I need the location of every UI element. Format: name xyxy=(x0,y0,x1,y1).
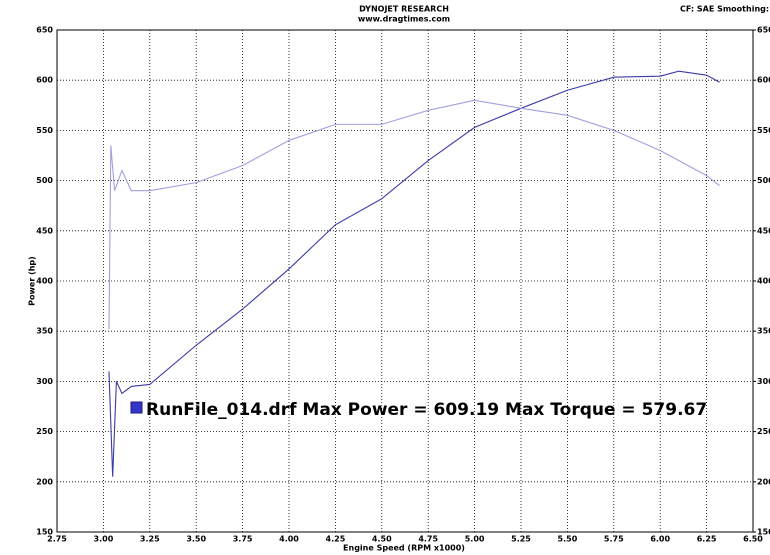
y-axis-label: Power (hp) xyxy=(28,256,37,306)
series-line xyxy=(108,70,720,477)
x-tick-label: 4.25 xyxy=(326,535,346,544)
x-tick-label: 6.25 xyxy=(697,535,717,544)
y2-tick-label: 200 xyxy=(757,477,770,486)
x-tick-label: 6.00 xyxy=(650,535,670,544)
x-tick-label: 5.50 xyxy=(558,535,578,544)
y2-tick-label: 300 xyxy=(757,377,770,386)
y-tick-label: 350 xyxy=(36,327,53,336)
x-tick-label: 3.50 xyxy=(186,535,206,544)
chart-title: DYNOJET RESEARCH xyxy=(359,5,449,14)
y-tick-label: 450 xyxy=(36,226,53,235)
legend-marker xyxy=(130,401,143,414)
x-axis-label: Engine Speed (RPM x1000) xyxy=(343,544,465,553)
y-tick-label: 550 xyxy=(36,126,53,135)
y-tick-label: 250 xyxy=(36,427,53,436)
series-line xyxy=(108,99,720,330)
x-tick-label: 5.75 xyxy=(604,535,624,544)
y2-tick-label: 550 xyxy=(757,126,770,135)
y2-tick-label: 400 xyxy=(757,277,770,286)
y-tick-label: 150 xyxy=(36,528,53,537)
y-tick-label: 200 xyxy=(36,477,53,486)
x-tick-label: 3.00 xyxy=(94,535,114,544)
y2-tick-label: 600 xyxy=(757,76,770,85)
y2-tick-label: 500 xyxy=(757,176,770,185)
x-tick-label: 2.75 xyxy=(47,535,67,544)
y-tick-label: 300 xyxy=(36,377,53,386)
y-tick-label: 400 xyxy=(36,277,53,286)
y-tick-label: 500 xyxy=(36,176,53,185)
x-tick-label: 4.75 xyxy=(418,535,438,544)
settings-text: CF: SAE Smoothing: 3 xyxy=(680,5,770,14)
y2-tick-label: 350 xyxy=(757,327,770,336)
y2-tick-label: 250 xyxy=(757,427,770,436)
y-tick-label: 650 xyxy=(36,26,53,35)
x-tick-label: 4.50 xyxy=(372,535,392,544)
x-tick-label: 3.25 xyxy=(140,535,160,544)
x-tick-label: 4.00 xyxy=(279,535,299,544)
y2-tick-label: 450 xyxy=(757,226,770,235)
x-tick-label: 6.50 xyxy=(743,535,763,544)
y-tick-label: 600 xyxy=(36,76,53,85)
x-tick-label: 5.25 xyxy=(511,535,531,544)
chart-subtitle: www.dragtimes.com xyxy=(358,15,450,24)
x-tick-label: 5.00 xyxy=(465,535,485,544)
annotation: RunFile_014.drf Max Power = 609.19 Max T… xyxy=(146,400,707,420)
y2-tick-label: 650 xyxy=(757,26,770,35)
x-tick-label: 3.75 xyxy=(233,535,253,544)
y2-tick-label: 150 xyxy=(757,528,770,537)
